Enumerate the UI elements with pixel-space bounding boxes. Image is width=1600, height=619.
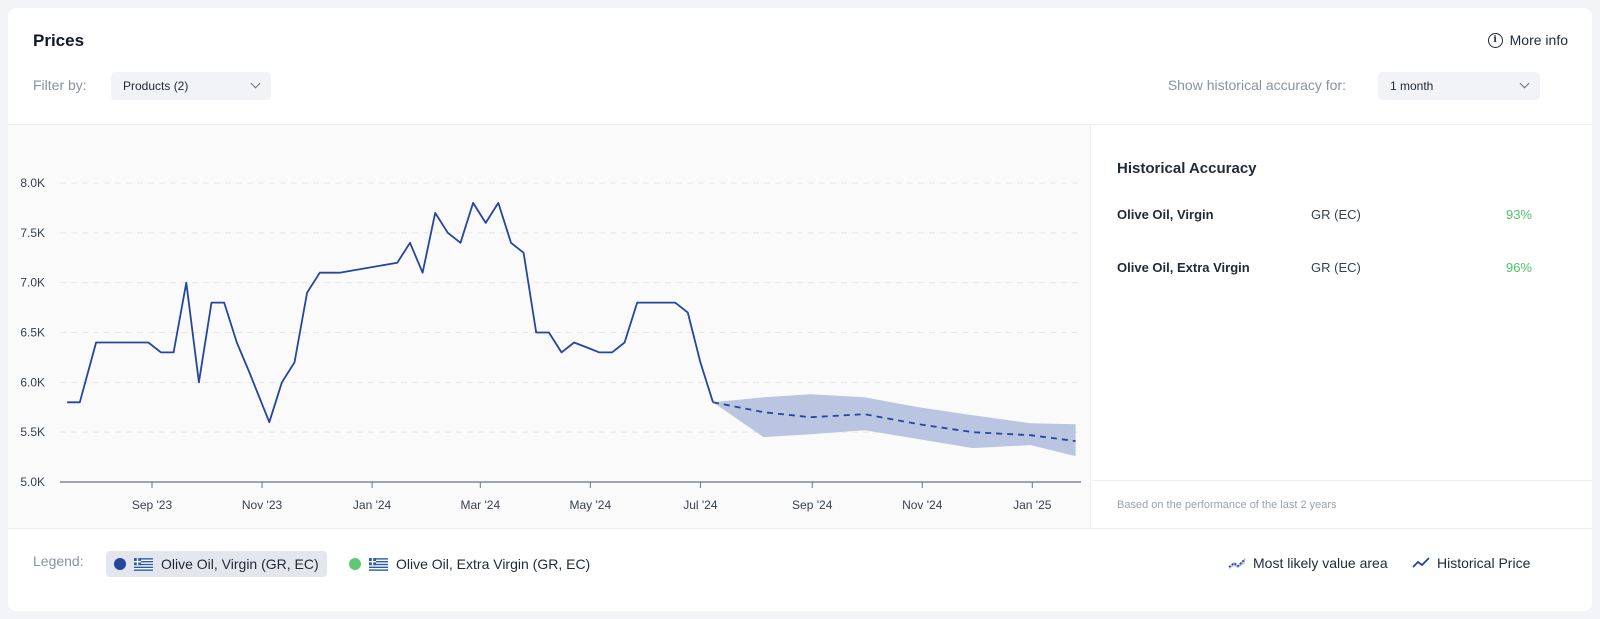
y-tick-label: 5.0K	[20, 475, 45, 489]
series-dot	[349, 558, 361, 570]
legend-area-key: Most likely value area	[1228, 555, 1388, 571]
historical-accuracy-label: Show historical accuracy for:	[1167, 77, 1346, 93]
accuracy-footnote: Based on the performance of the last 2 y…	[1117, 499, 1337, 511]
info-icon: i	[1487, 32, 1503, 48]
x-tick-label: Jan '24	[353, 498, 392, 512]
forecast-line	[712, 401, 1076, 442]
more-info-label: More info	[1509, 32, 1568, 48]
legend-area-label: Most likely value area	[1253, 555, 1388, 571]
area-chart-icon	[1228, 558, 1246, 569]
legend-label: Legend:	[33, 553, 84, 569]
products-select[interactable]: Products (2)	[111, 72, 271, 100]
accuracy-title: Historical Accuracy	[1117, 160, 1257, 177]
x-tick-label: Sep '23	[132, 498, 173, 512]
x-tick-label: Jul '24	[683, 498, 718, 512]
line-chart-icon	[1412, 557, 1430, 568]
period-select[interactable]: 1 month	[1378, 72, 1540, 100]
x-tick-label: May '24	[570, 498, 612, 512]
x-tick-label: Mar '24	[460, 498, 500, 512]
accuracy-row: Olive Oil, Virgin GR (EC) 93%	[1117, 207, 1532, 227]
accuracy-region: GR (EC)	[1311, 207, 1361, 222]
accuracy-footer: Based on the performance of the last 2 y…	[1092, 480, 1592, 528]
greece-flag-icon	[134, 557, 153, 571]
page-title: Prices	[33, 31, 85, 50]
legend-item-virgin[interactable]: Olive Oil, Virgin (GR, EC)	[106, 551, 327, 577]
legend-bar: Legend: Olive Oil, Virgin (GR, EC) Olive…	[8, 528, 1592, 611]
y-tick-label: 6.5K	[20, 326, 45, 340]
period-select-value: 1 month	[1390, 79, 1434, 93]
series-dot	[114, 558, 126, 570]
filter-label: Filter by:	[33, 77, 87, 93]
accuracy-panel: Historical Accuracy Olive Oil, Virgin GR…	[1092, 125, 1592, 528]
legend-item-extra-virgin[interactable]: Olive Oil, Extra Virgin (GR, EC)	[341, 551, 598, 577]
prices-card: Prices i More info Filter by: Products (…	[8, 8, 1592, 611]
more-info-button[interactable]: i More info	[1487, 32, 1568, 48]
accuracy-value: 96%	[1505, 260, 1532, 275]
x-tick-label: Nov '24	[902, 498, 943, 512]
accuracy-value: 93%	[1505, 207, 1532, 222]
legend-historical-key: Historical Price	[1412, 555, 1530, 571]
card-header: Prices i More info Filter by: Products (…	[8, 8, 1592, 125]
forecast-band	[713, 394, 1076, 457]
x-tick-label: Jan '25	[1013, 498, 1052, 512]
x-tick-label: Nov '23	[242, 498, 283, 512]
chevron-down-icon	[1519, 78, 1530, 89]
chevron-down-icon	[250, 78, 261, 89]
legend-item-label: Olive Oil, Virgin (GR, EC)	[161, 556, 319, 572]
legend-item-label: Olive Oil, Extra Virgin (GR, EC)	[396, 556, 591, 572]
price-chart: 5.0K 5.5K 6.0K 6.5K 7.0K 7.5K 8.0K Sep '23 Nov '…	[20, 176, 1081, 512]
accuracy-product: Olive Oil, Extra Virgin	[1117, 260, 1250, 275]
greece-flag-icon	[369, 557, 388, 571]
y-tick-label: 5.5K	[20, 425, 45, 439]
accuracy-row: Olive Oil, Extra Virgin GR (EC) 96%	[1117, 260, 1532, 280]
legend-historical-label: Historical Price	[1437, 555, 1531, 571]
accuracy-region: GR (EC)	[1311, 260, 1361, 275]
chart-area: 5.0K 5.5K 6.0K 6.5K 7.0K 7.5K 8.0K Sep '23 Nov '…	[8, 125, 1091, 528]
y-tick-label: 6.0K	[20, 375, 45, 389]
y-tick-label: 7.0K	[20, 276, 45, 290]
accuracy-product: Olive Oil, Virgin	[1117, 207, 1214, 222]
y-tick-label: 8.0K	[20, 176, 45, 190]
x-tick-label: Sep '24	[792, 498, 833, 512]
products-select-value: Products (2)	[123, 79, 189, 93]
historical-price-line	[67, 202, 714, 424]
y-tick-label: 7.5K	[20, 226, 45, 240]
